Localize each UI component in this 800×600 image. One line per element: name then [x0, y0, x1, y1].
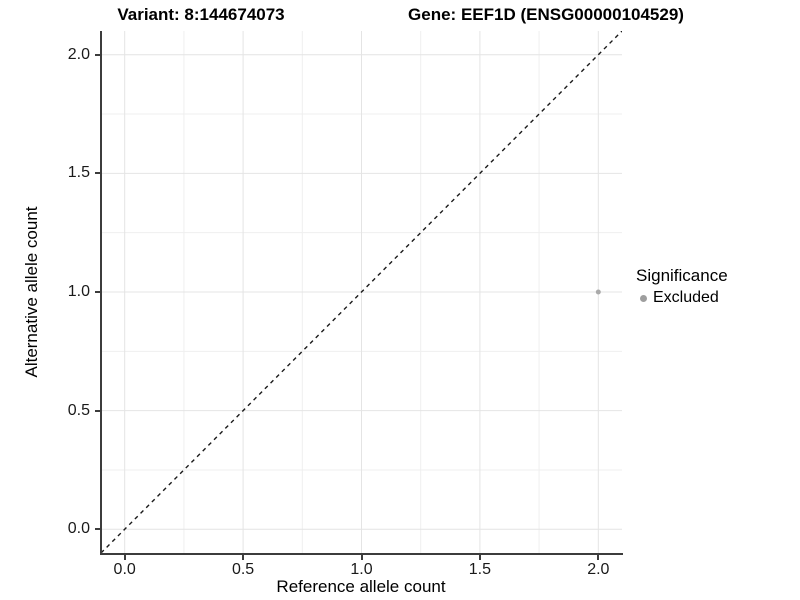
x-tick-mark	[360, 555, 363, 560]
x-tick-mark	[478, 555, 481, 560]
x-tick-label: 0.5	[231, 561, 255, 578]
plot-title-gene: Gene: EEF1D (ENSG00000104529)	[408, 5, 684, 24]
data-point	[595, 289, 601, 295]
y-tick-label: 0.0	[67, 520, 90, 538]
y-tick-label: 1.0	[67, 283, 90, 300]
legend-title: Significance	[636, 266, 728, 285]
y-tick-mark	[95, 528, 100, 531]
plot-panel	[101, 31, 622, 553]
x-axis-title: Reference allele count	[276, 577, 446, 596]
y-tick-mark	[95, 172, 100, 175]
legend: Significance Excluded	[636, 266, 728, 307]
x-axis-line	[100, 553, 623, 555]
y-tick-mark	[95, 291, 100, 293]
y-axis-title: Alternative allele count	[22, 206, 41, 378]
y-tick-mark	[95, 409, 100, 412]
y-tick-mark	[95, 53, 100, 56]
plot-title-variant: Variant: 8:144674073	[117, 5, 285, 24]
y-tick-label: 2.0	[67, 45, 90, 63]
legend-key-dot-icon	[640, 294, 647, 302]
x-tick-label: 1.0	[350, 561, 373, 578]
legend-item: Excluded	[636, 289, 728, 307]
x-tick-label: 1.5	[468, 561, 492, 578]
identity-dashed-line	[101, 31, 622, 553]
x-tick-mark	[597, 555, 600, 560]
x-tick-label: 2.0	[587, 561, 610, 578]
legend-item-label: Excluded	[653, 289, 719, 306]
x-tick-label: 0.0	[113, 561, 136, 578]
x-tick-mark	[123, 555, 126, 560]
y-axis-line	[100, 31, 102, 555]
x-tick-mark	[242, 555, 245, 560]
y-tick-label: 0.5	[67, 401, 90, 419]
y-tick-label: 1.5	[67, 164, 90, 182]
